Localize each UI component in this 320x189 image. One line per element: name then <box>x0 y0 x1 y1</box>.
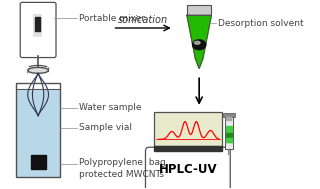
Bar <box>154 146 222 151</box>
Bar <box>223 113 235 117</box>
Bar <box>17 89 59 176</box>
Ellipse shape <box>28 67 48 73</box>
Text: Desorption solvent: Desorption solvent <box>218 19 304 28</box>
Bar <box>35 17 40 31</box>
Bar <box>226 138 232 142</box>
Bar <box>31 155 46 169</box>
Text: Sample vial: Sample vial <box>79 123 132 132</box>
FancyBboxPatch shape <box>20 2 56 58</box>
Bar <box>33 14 41 36</box>
Bar <box>227 117 231 120</box>
Bar <box>154 112 222 146</box>
Polygon shape <box>187 15 212 68</box>
Text: sonication: sonication <box>117 15 168 25</box>
Ellipse shape <box>193 40 206 50</box>
FancyBboxPatch shape <box>146 147 230 189</box>
Bar <box>187 5 212 15</box>
Bar <box>226 126 232 142</box>
Bar <box>226 133 232 137</box>
Text: Portable mixer: Portable mixer <box>79 14 145 23</box>
Ellipse shape <box>195 41 200 44</box>
Text: HPLC-UV: HPLC-UV <box>158 163 217 176</box>
Bar <box>225 114 233 149</box>
Text: Polypropylene  bag
protected MWCNTs: Polypropylene bag protected MWCNTs <box>79 158 165 179</box>
Text: Water sample: Water sample <box>79 103 141 112</box>
Bar <box>16 83 60 177</box>
